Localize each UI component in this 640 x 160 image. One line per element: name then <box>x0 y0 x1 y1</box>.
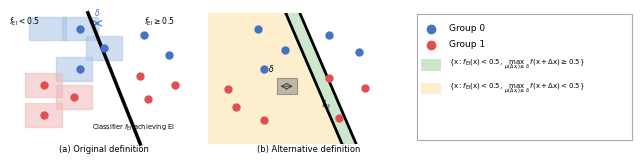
FancyBboxPatch shape <box>26 103 61 127</box>
Text: (b) Alternative definition: (b) Alternative definition <box>257 145 360 154</box>
Text: $f_{\mathrm{EI}}$: $f_{\mathrm{EI}}$ <box>321 98 330 111</box>
FancyBboxPatch shape <box>26 73 61 97</box>
FancyBboxPatch shape <box>86 36 122 60</box>
FancyBboxPatch shape <box>420 59 441 71</box>
FancyBboxPatch shape <box>417 14 632 140</box>
Text: (a) Original definition: (a) Original definition <box>59 145 149 154</box>
Text: Group 0: Group 0 <box>449 24 484 33</box>
Text: $f_{\mathrm{EI}} \geq 0.5$: $f_{\mathrm{EI}} \geq 0.5$ <box>145 15 175 28</box>
Text: $\{\mathrm{x} : f_{\mathrm{EI}}(\mathrm{x}) < 0.5, \; \underset{\mu(\Delta x_i) : $\{\mathrm{x} : f_{\mathrm{EI}}(\mathrm{… <box>449 58 584 72</box>
Polygon shape <box>208 13 342 144</box>
Text: Group 1: Group 1 <box>449 40 484 49</box>
FancyBboxPatch shape <box>420 83 441 94</box>
FancyBboxPatch shape <box>276 78 297 94</box>
FancyBboxPatch shape <box>29 17 66 40</box>
Text: $f_{\mathrm{EI}} < 0.5$: $f_{\mathrm{EI}} < 0.5$ <box>9 15 40 28</box>
Text: $\delta$: $\delta$ <box>268 64 275 74</box>
FancyBboxPatch shape <box>56 57 92 81</box>
FancyBboxPatch shape <box>61 17 98 40</box>
Polygon shape <box>285 13 356 144</box>
Text: Classifier $f_{\mathrm{EI}}$ achieving EI: Classifier $f_{\mathrm{EI}}$ achieving E… <box>92 123 175 133</box>
Text: $\delta$: $\delta$ <box>94 7 100 18</box>
FancyBboxPatch shape <box>56 85 92 109</box>
Text: $\{\mathrm{x} : f_{\mathrm{EI}}(\mathrm{x}) < 0.5, \; \underset{\mu(\Delta x_i) : $\{\mathrm{x} : f_{\mathrm{EI}}(\mathrm{… <box>449 81 584 96</box>
